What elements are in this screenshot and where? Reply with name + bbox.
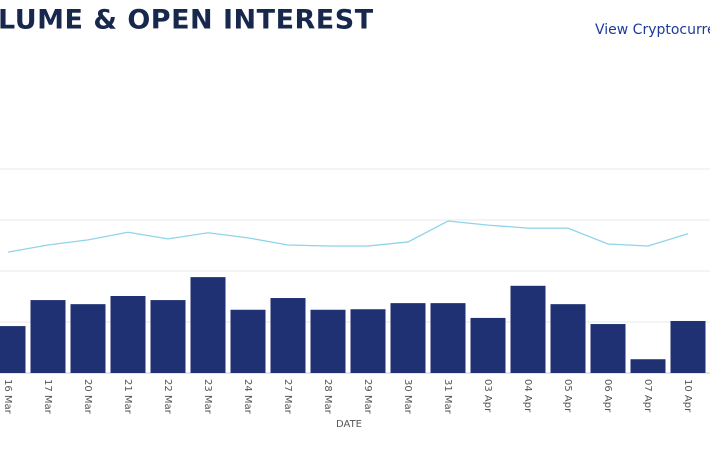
x-axis-label: DATE: [336, 419, 362, 430]
x-tick-label: 27 Mar: [282, 379, 293, 415]
x-tick-label: 22 Mar: [162, 379, 173, 415]
bar: [30, 300, 66, 373]
x-tick-label: 16 Mar: [2, 379, 13, 415]
bar: [110, 295, 146, 373]
x-tick-label: 05 Apr: [562, 379, 573, 413]
bar: [510, 285, 546, 373]
x-tick-label: 04 Apr: [522, 379, 533, 413]
bar: [390, 303, 426, 373]
bar: [590, 324, 626, 373]
line: [7, 220, 689, 253]
bar: [70, 304, 106, 373]
view-link[interactable]: View Cryptocurre: [595, 22, 710, 38]
bar: [150, 300, 186, 373]
bar: [670, 320, 706, 373]
x-tick-label: 23 Mar: [202, 379, 213, 415]
bar: [430, 303, 466, 373]
x-tick-label: 17 Mar: [42, 379, 53, 415]
bar: [350, 309, 386, 373]
x-tick-label: 21 Mar: [122, 379, 133, 415]
x-tick-label: 24 Mar: [242, 379, 253, 415]
x-tick-label: 10 Apr: [682, 379, 693, 413]
x-tick-label: 06 Apr: [602, 379, 613, 413]
bar: [270, 298, 306, 373]
x-tick-label: 07 Apr: [642, 379, 653, 413]
bar: [230, 309, 266, 373]
x-tick-label: 31 Mar: [442, 379, 453, 415]
x-tick-label: 20 Mar: [82, 379, 93, 415]
bar: [0, 326, 26, 373]
bar: [310, 309, 346, 373]
bar: [630, 359, 666, 373]
x-tick-label: 03 Apr: [482, 379, 493, 413]
chart-title: LUME & OPEN INTEREST: [0, 5, 374, 36]
x-tick-label: 29 Mar: [362, 379, 373, 415]
x-tick-label: 30 Mar: [402, 379, 413, 415]
x-tick-label: 28 Mar: [322, 379, 333, 415]
bar: [550, 304, 586, 373]
bar: [190, 277, 226, 373]
bar: [470, 317, 506, 373]
